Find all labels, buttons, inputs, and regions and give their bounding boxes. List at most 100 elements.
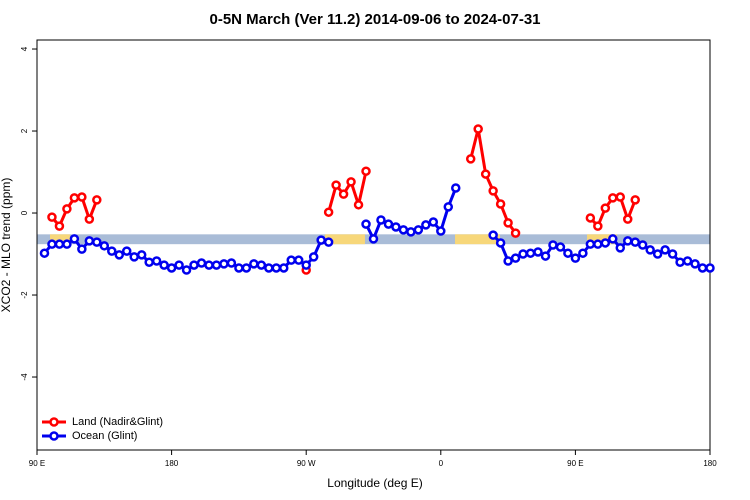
data-point <box>495 199 506 209</box>
data-point <box>682 256 693 266</box>
data-point <box>353 200 364 210</box>
data-point <box>391 222 401 232</box>
data-point <box>279 263 289 273</box>
data-point <box>77 192 87 202</box>
data-point <box>77 244 87 254</box>
data-point <box>615 243 626 253</box>
data-point <box>204 260 214 270</box>
data-point <box>615 192 626 202</box>
data-point <box>107 246 117 256</box>
data-point <box>465 154 476 164</box>
land-band <box>325 234 365 245</box>
data-point <box>488 186 498 196</box>
data-point <box>585 239 596 249</box>
data-point <box>47 212 57 222</box>
data-point <box>211 260 222 270</box>
land-band <box>455 234 501 245</box>
data-point <box>323 237 334 247</box>
y-tick-label: 4 <box>20 46 29 51</box>
data-point <box>690 259 700 269</box>
data-point <box>645 245 655 255</box>
data-point <box>443 202 454 212</box>
x-tick-label: 180 <box>165 459 179 468</box>
data-point <box>622 236 633 246</box>
data-point <box>241 263 252 273</box>
data-point <box>480 169 491 179</box>
data-point <box>69 234 80 244</box>
data-point <box>600 203 611 213</box>
data-point <box>488 230 498 240</box>
data-point <box>92 237 102 247</box>
legend-label: Ocean (Glint) <box>72 430 137 442</box>
data-point <box>406 227 416 237</box>
data-point <box>436 226 446 236</box>
data-point <box>293 255 304 265</box>
x-tick-label: 90 E <box>29 459 45 468</box>
data-point <box>525 248 536 258</box>
chart-title: 0-5N March (Ver 11.2) 2014-09-06 to 2024… <box>209 11 540 28</box>
data-point <box>652 249 663 259</box>
x-tick-label: 90 E <box>567 459 583 468</box>
data-point <box>630 237 640 247</box>
data-point <box>503 256 513 266</box>
data-point <box>256 260 267 270</box>
data-point <box>121 246 132 256</box>
data-point <box>54 221 65 231</box>
data-point <box>398 225 409 235</box>
data-point <box>114 250 125 260</box>
land-band <box>587 234 617 245</box>
data-point <box>675 257 685 267</box>
data-point <box>323 207 334 217</box>
legend-label: Land (Nadir&Glint) <box>72 416 163 428</box>
data-point <box>286 255 296 265</box>
data-point <box>338 189 349 199</box>
data-point <box>181 265 192 275</box>
data-point <box>316 235 326 245</box>
data-point <box>166 263 177 273</box>
data-point <box>585 213 596 223</box>
data-point <box>593 221 603 231</box>
data-point <box>600 238 611 248</box>
data-point <box>84 236 95 246</box>
data-point <box>264 263 274 273</box>
data-point <box>510 228 521 238</box>
data-point <box>129 252 139 262</box>
y-tick-label: -4 <box>20 373 29 381</box>
y-tick-label: 0 <box>20 210 29 215</box>
data-point <box>249 259 259 269</box>
land-band <box>50 234 70 245</box>
data-point <box>69 193 80 203</box>
data-point <box>62 204 72 214</box>
data-point <box>383 219 394 229</box>
data-point <box>368 234 379 244</box>
data-point <box>533 247 543 257</box>
plot-frame <box>36 39 711 451</box>
legend-marker <box>49 417 59 427</box>
data-point <box>346 177 356 187</box>
data-point <box>667 249 678 259</box>
data-point <box>510 253 521 263</box>
data-point <box>159 260 169 270</box>
data-point <box>47 239 57 249</box>
data-point <box>92 195 102 205</box>
data-point <box>451 183 461 193</box>
data-point <box>331 180 341 190</box>
data-point <box>637 240 648 250</box>
data-point <box>189 260 199 270</box>
data-point <box>503 218 513 228</box>
data-point <box>630 195 640 205</box>
data-point <box>361 219 371 229</box>
data-point <box>99 241 110 251</box>
data-point <box>196 258 207 268</box>
data-point <box>144 257 154 267</box>
data-point <box>39 248 50 258</box>
data-point <box>62 239 72 249</box>
data-point <box>308 252 319 262</box>
legend-marker <box>49 431 59 441</box>
data-point <box>473 124 483 134</box>
data-point <box>234 263 244 273</box>
data-point <box>413 225 424 235</box>
data-point <box>578 248 588 258</box>
data-point <box>518 249 528 259</box>
